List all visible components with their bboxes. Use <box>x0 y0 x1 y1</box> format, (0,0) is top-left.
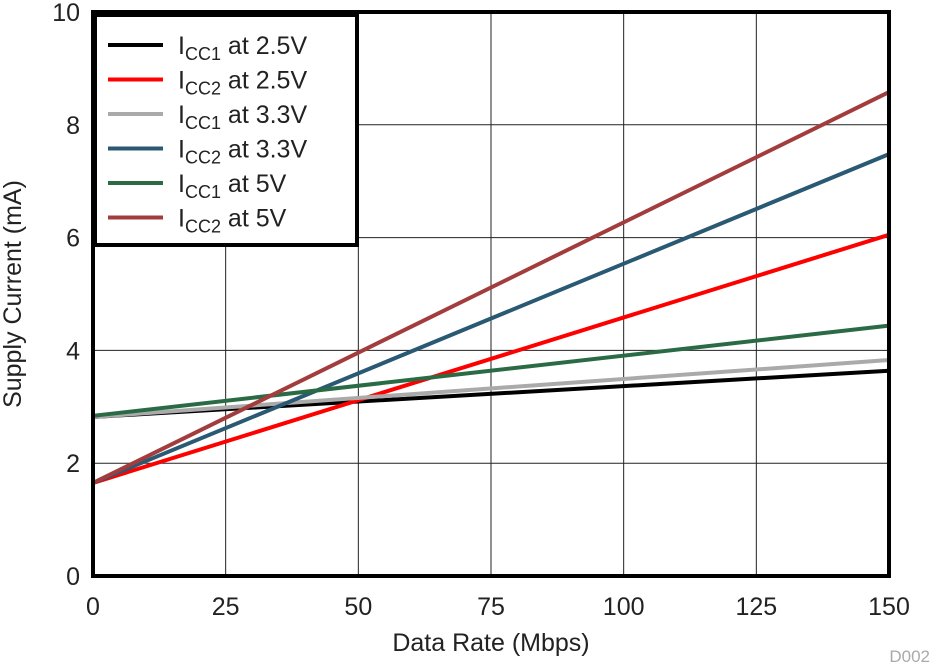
x-tick-label: 50 <box>344 593 372 621</box>
x-tick-label: 75 <box>477 593 505 621</box>
y-tick-label: 10 <box>52 0 80 27</box>
x-tick-label: 100 <box>603 593 645 621</box>
series-lines <box>92 90 890 485</box>
plot-frame <box>91 10 891 578</box>
legend-box <box>93 13 359 247</box>
legend-entry: ICC1 at 3.3V <box>178 101 307 133</box>
y-tick-label: 0 <box>66 563 80 591</box>
y-tick-label: 6 <box>66 225 80 253</box>
x-tick-label: 25 <box>212 593 240 621</box>
x-axis-label: Data Rate (Mbps) <box>392 629 589 657</box>
series-line <box>92 323 890 418</box>
x-tick-label: 0 <box>86 593 100 621</box>
watermark-label: D002 <box>889 647 930 665</box>
legend-entry: ICC1 at 5V <box>178 170 287 202</box>
x-tick-label: 125 <box>735 593 777 621</box>
series-line <box>92 357 890 419</box>
y-tick-label: 8 <box>66 112 80 140</box>
y-axis-label: Supply Current (mA) <box>0 180 27 408</box>
legend-entry: ICC2 at 5V <box>178 205 287 237</box>
legend-entry: ICC2 at 3.3V <box>178 136 307 168</box>
x-tick-label: 150 <box>868 593 910 621</box>
y-tick-label: 2 <box>66 450 80 478</box>
series-line <box>92 232 890 485</box>
y-tick-label: 4 <box>66 337 80 365</box>
legend-entry: ICC1 at 2.5V <box>178 32 307 64</box>
legend-entry: ICC2 at 2.5V <box>178 67 307 99</box>
series-line <box>92 152 890 485</box>
series-line <box>92 90 890 485</box>
tick-labels: 0 25 50 75 100 125 150 0 2 4 6 8 10 <box>52 0 910 621</box>
